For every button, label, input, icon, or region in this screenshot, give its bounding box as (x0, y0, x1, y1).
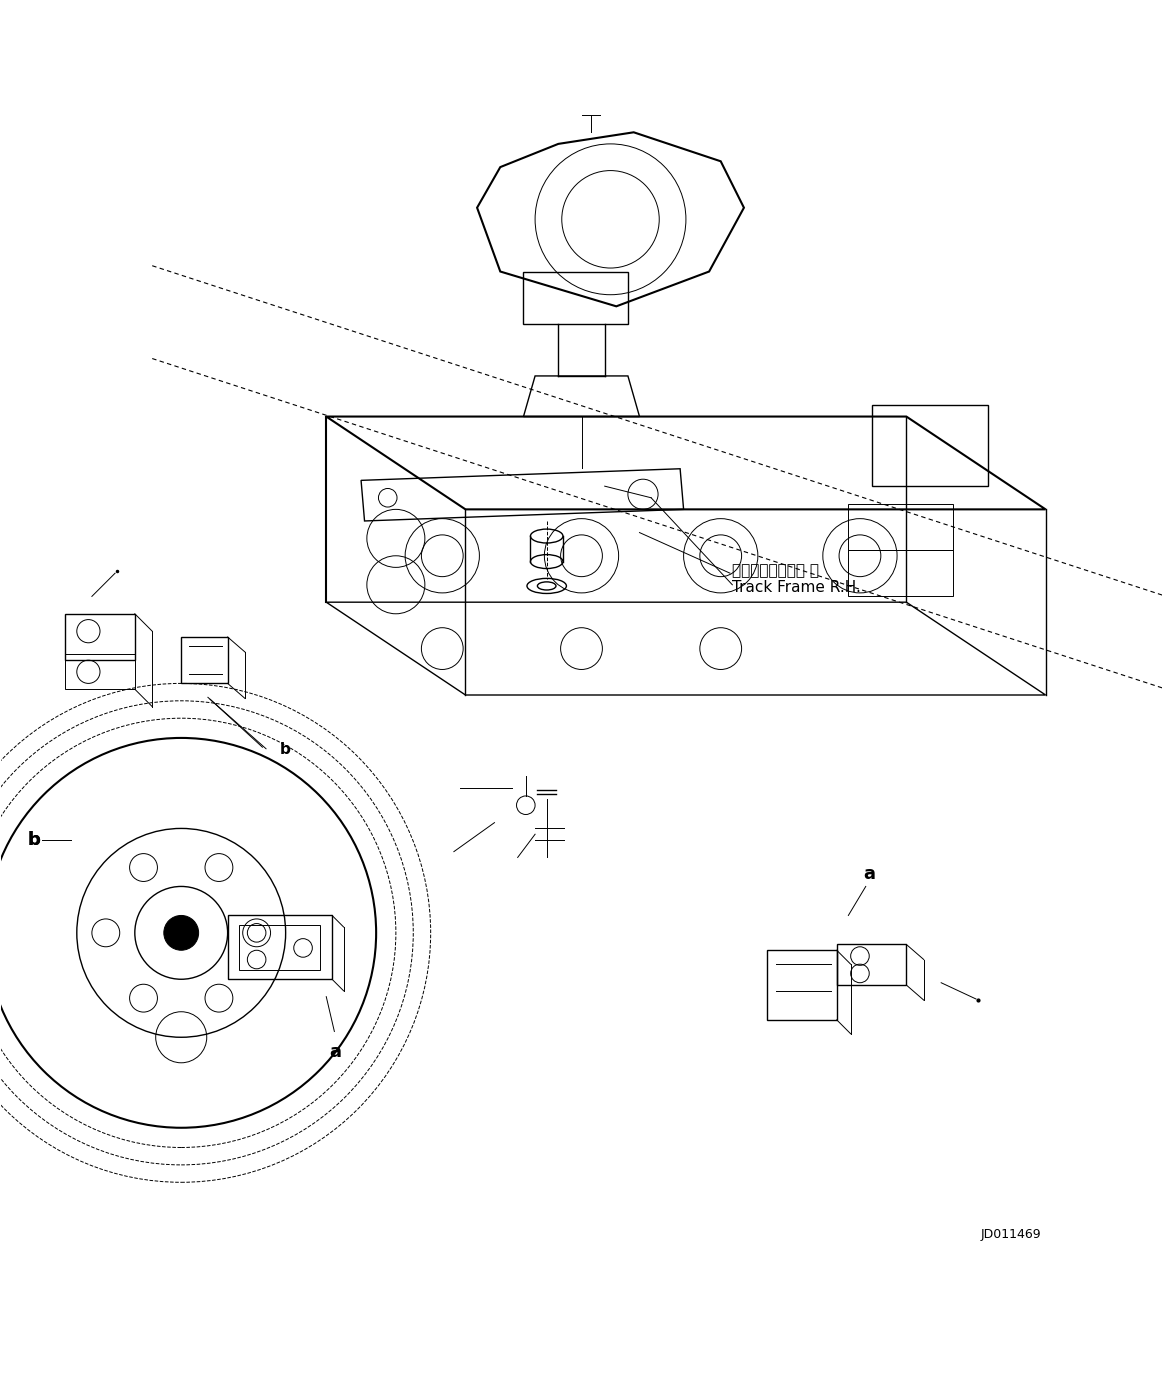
Text: JD011469: JD011469 (980, 1227, 1041, 1241)
Text: b: b (280, 742, 291, 758)
Circle shape (164, 916, 199, 951)
Text: a: a (863, 865, 876, 883)
Text: b: b (28, 831, 41, 849)
Text: a: a (329, 1042, 342, 1061)
Text: b: b (28, 831, 41, 849)
Text: トラックフレーム 右
Track Frame R.H.: トラックフレーム 右 Track Frame R.H. (733, 563, 862, 595)
